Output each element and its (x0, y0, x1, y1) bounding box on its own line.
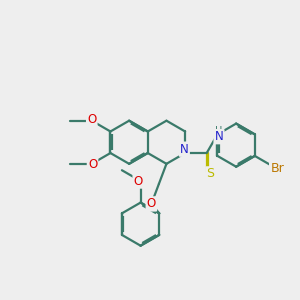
Text: O: O (147, 197, 156, 210)
Text: S: S (206, 167, 214, 181)
Text: Br: Br (271, 162, 285, 175)
Text: O: O (87, 113, 96, 126)
Text: N: N (214, 130, 224, 143)
Text: O: O (134, 175, 143, 188)
Text: O: O (88, 158, 97, 172)
Text: H: H (215, 125, 223, 136)
Text: N: N (180, 143, 189, 156)
